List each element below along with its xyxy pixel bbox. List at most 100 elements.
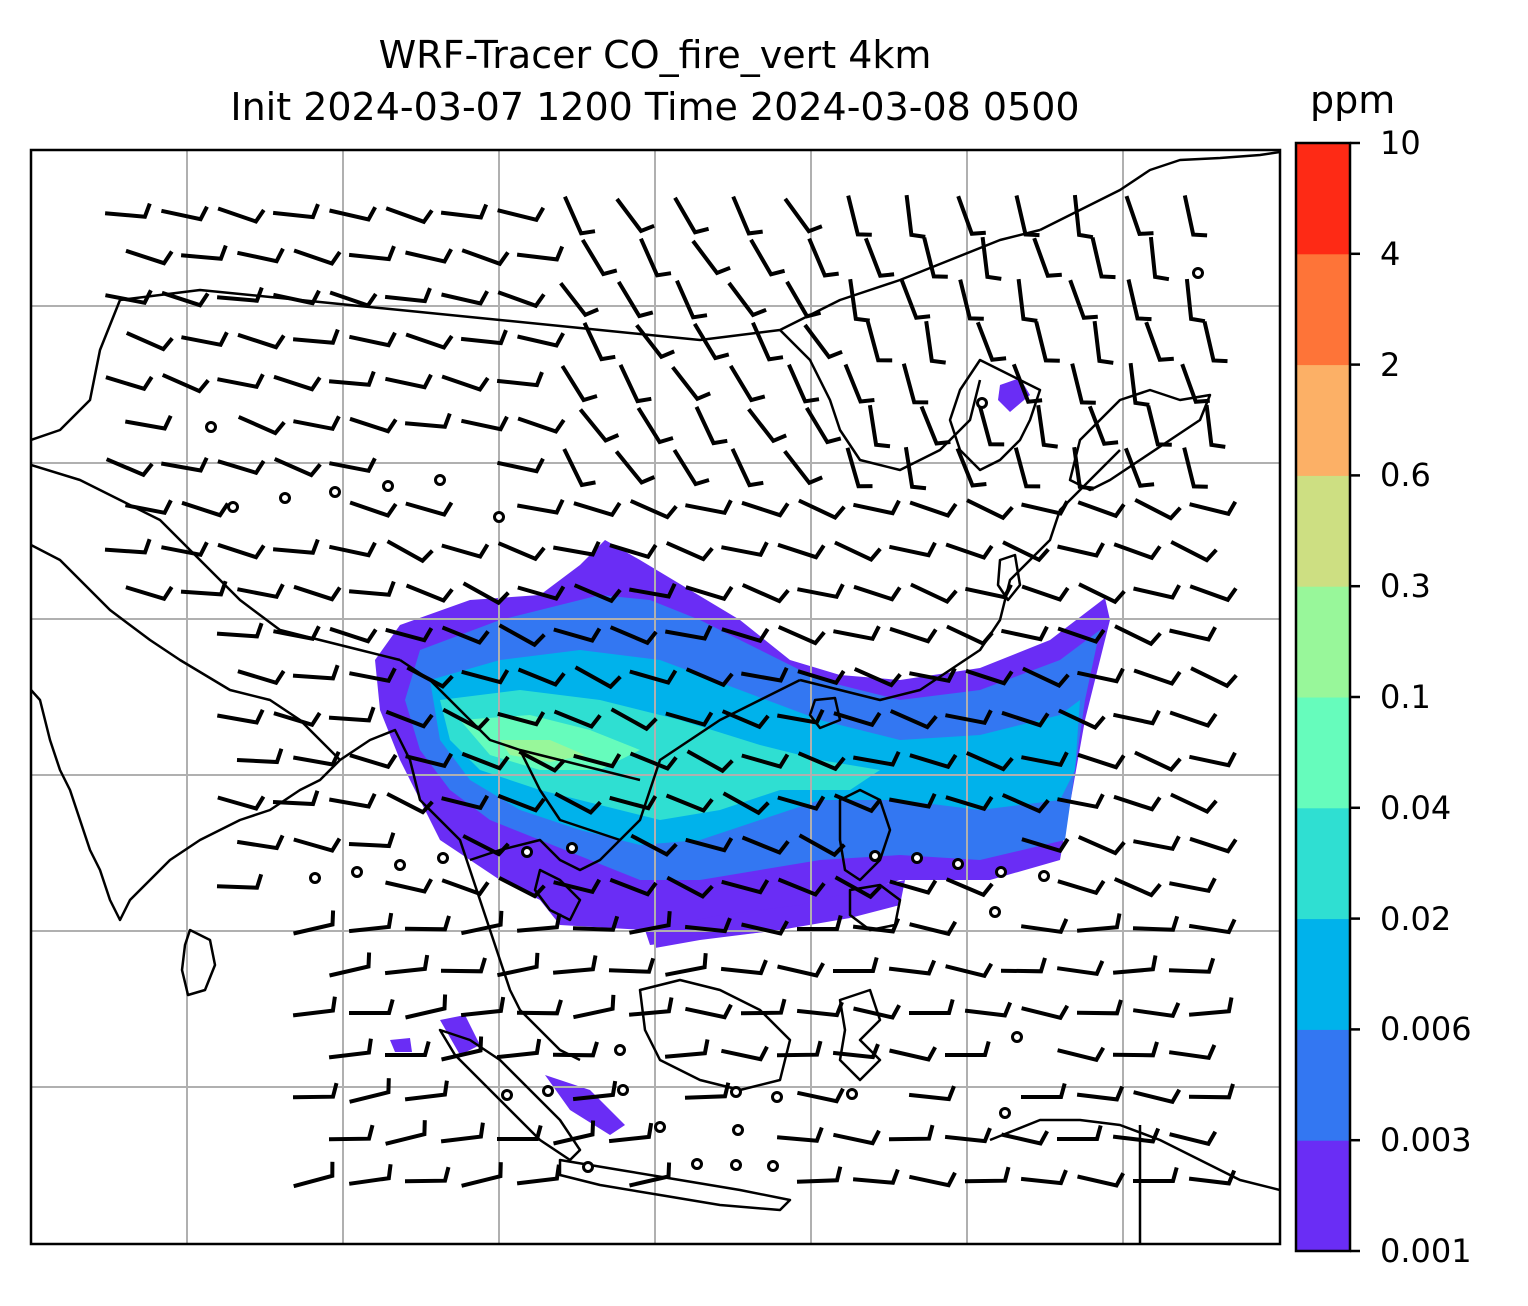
wind-barb [1182, 194, 1208, 238]
wind-barb [461, 669, 510, 685]
calm-wind-marker [394, 859, 406, 871]
wind-barb [741, 500, 790, 518]
wind-barb [803, 323, 843, 360]
wind-barb [673, 196, 710, 235]
wind-barb [460, 415, 509, 432]
wind-barb [293, 248, 342, 266]
wind-barb [293, 1161, 335, 1189]
wind-barb [1021, 500, 1069, 516]
calm-wind-marker [614, 1044, 626, 1056]
wind-barb [386, 792, 434, 815]
wind-barb [903, 446, 927, 491]
wind-barb [125, 585, 174, 602]
wind-barb [852, 750, 901, 767]
wind-barb [1126, 279, 1152, 322]
wind-barb [685, 837, 734, 853]
wind-barb [863, 237, 895, 278]
wind-barb [721, 709, 770, 730]
wind-barb [1169, 626, 1217, 642]
colorbar-segment [1296, 918, 1350, 1030]
map-title-line2: Init 2024-03-07 1200 Time 2024-03-08 050… [230, 85, 1080, 129]
calm-wind-marker [995, 866, 1007, 878]
wind-barb [217, 542, 266, 560]
wind-barb [888, 1124, 935, 1142]
wind-barb [348, 580, 396, 597]
wind-barb [348, 331, 397, 348]
wind-barb [1188, 918, 1237, 935]
wind-barb [328, 792, 377, 809]
wind-barb [384, 287, 432, 304]
wind-barb [552, 1041, 599, 1058]
wind-barb [741, 920, 789, 936]
wind-barb [833, 711, 882, 728]
wind-barb [572, 1080, 618, 1102]
wind-barb [609, 877, 658, 897]
wind-barb [385, 206, 434, 225]
wind-barb [720, 1045, 769, 1062]
coast-sumatra [438, 1028, 582, 1162]
wind-barb [1001, 1130, 1049, 1146]
wind-barb [1076, 999, 1123, 1016]
colorbar [1296, 143, 1350, 1252]
wind-barb [1072, 446, 1094, 491]
wind-barb [797, 583, 845, 600]
wind-barb [1188, 751, 1237, 768]
wind-barb [573, 583, 622, 604]
wind-barb [1087, 405, 1119, 446]
wind-barb [749, 238, 786, 277]
wind-barb [328, 1038, 373, 1060]
border-myanmar-china [399, 658, 641, 782]
wind-barb [785, 280, 822, 319]
wind-barb [1090, 237, 1116, 280]
wind-barb [104, 538, 152, 555]
wind-barb [722, 791, 770, 816]
wind-barb [686, 749, 734, 774]
gridlines [31, 150, 1280, 1244]
border-china-west [31, 299, 122, 442]
wind-barb [797, 669, 846, 686]
wind-barb [181, 331, 229, 348]
wind-barb [609, 625, 658, 646]
wind-barb [1021, 1004, 1070, 1021]
wind-barb [405, 994, 448, 1020]
wind-barb [635, 323, 675, 360]
calm-wind-marker [1011, 1031, 1023, 1043]
wind-barb [832, 1043, 880, 1060]
wind-barb [181, 500, 230, 518]
plume-layer-higher [500, 740, 585, 762]
wind-barb [329, 290, 378, 308]
wind-barb [1133, 668, 1182, 686]
wind-barb [348, 912, 394, 934]
wind-barb [180, 244, 228, 261]
wind-barb [889, 626, 938, 644]
colorbar-tick-label: 2 [1380, 345, 1401, 384]
wind-barb [888, 792, 937, 809]
wind-barb [629, 1162, 672, 1188]
coast-taiwan [996, 553, 1022, 602]
wind-barb [692, 322, 730, 361]
colorbar-tick-label: 0.04 [1380, 788, 1452, 827]
wind-barb [852, 1168, 900, 1185]
wind-barb [747, 407, 787, 444]
wind-barb [964, 1001, 1013, 1018]
coast-india [31, 543, 342, 922]
calm-wind-marker [691, 1158, 703, 1170]
wind-barb [751, 321, 784, 362]
colorbar-tick-label: 0.001 [1380, 1232, 1472, 1270]
coast-sulawesi [838, 988, 882, 1082]
calm-wind-marker [617, 1084, 629, 1096]
calm-wind-marker [279, 492, 291, 504]
border-himalaya [31, 463, 401, 662]
wind-barb [292, 328, 340, 345]
wind-barb [1132, 915, 1180, 932]
wind-barb [964, 583, 1013, 600]
wind-barb [1016, 278, 1038, 323]
colorbar-segment [1296, 253, 1350, 366]
wind-barb [1077, 835, 1126, 856]
wind-barb [852, 917, 901, 934]
calm-wind-marker [952, 858, 964, 870]
calm-wind-marker [205, 421, 217, 433]
colorbar-segment [1296, 1029, 1350, 1141]
wind-barb [328, 370, 376, 387]
wind-barb [160, 456, 209, 473]
